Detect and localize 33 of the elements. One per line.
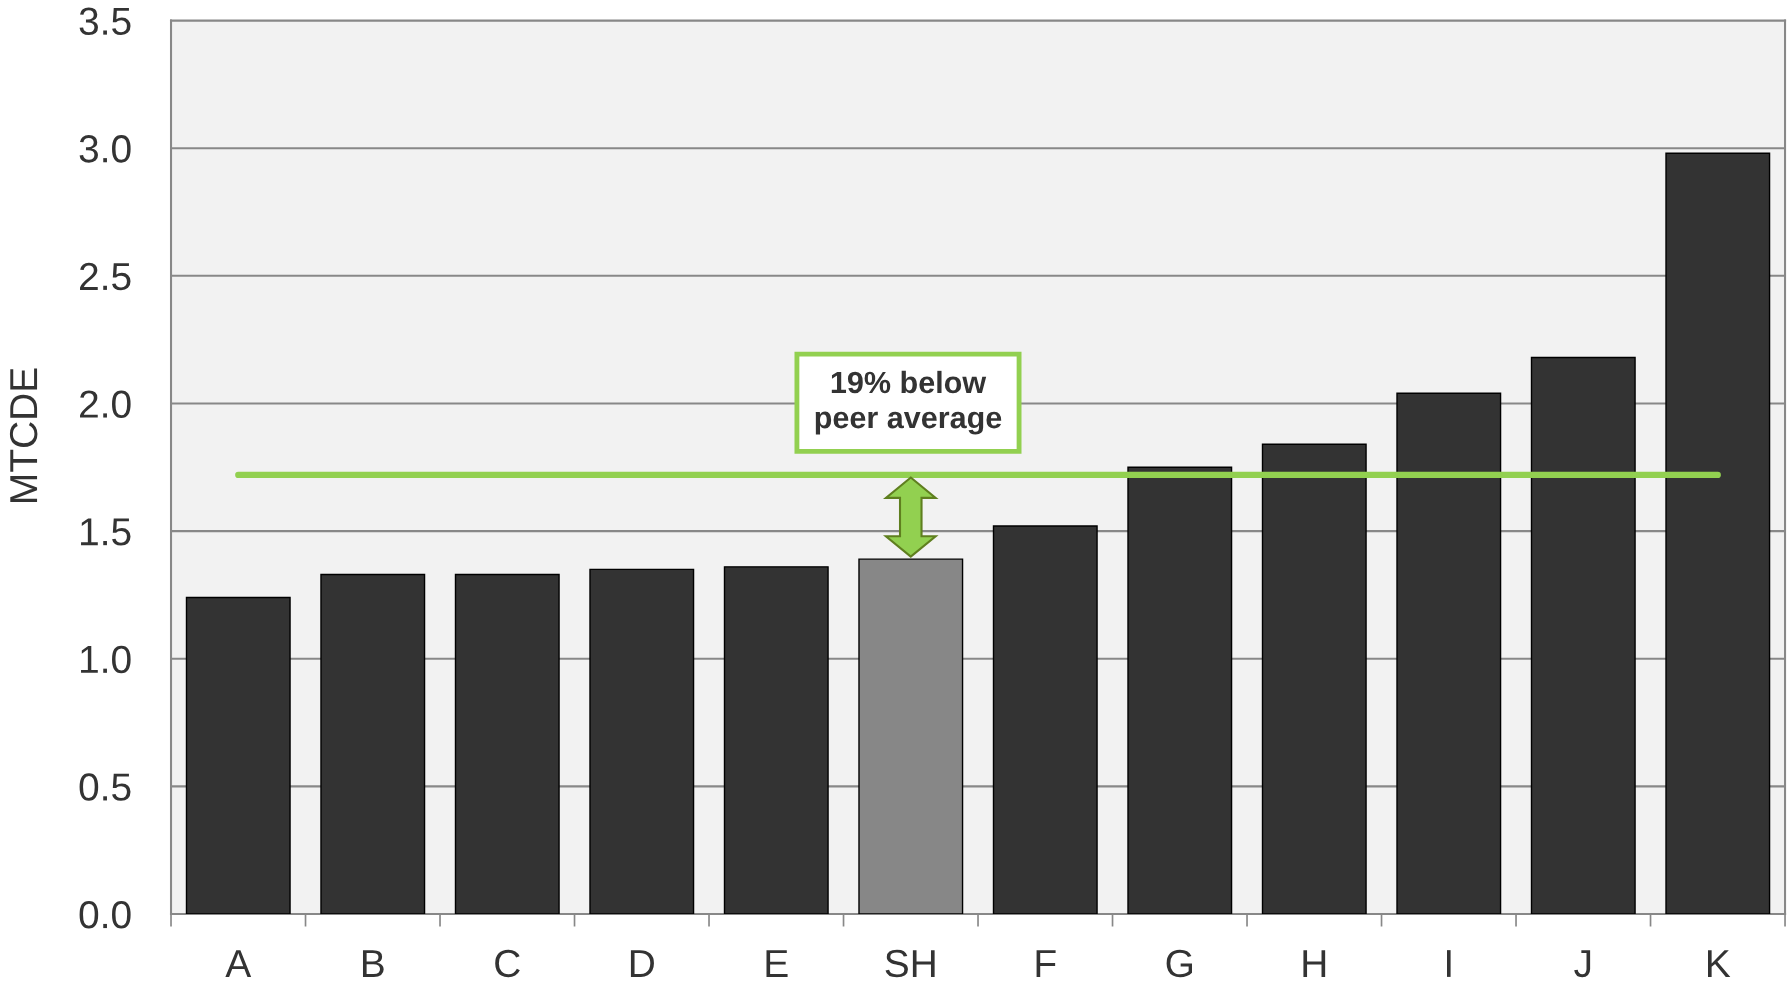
x-tick-label: D xyxy=(630,950,654,977)
x-tick-label: F xyxy=(1036,950,1056,977)
y-tick-label: 2.5 xyxy=(80,262,131,291)
x-tick-label: SH xyxy=(885,949,935,978)
x-tick-label: H xyxy=(1303,950,1326,977)
x-tick-label: A xyxy=(225,950,252,977)
x-tick-label: B xyxy=(362,950,384,977)
y-tick-label: 0.5 xyxy=(79,773,131,801)
bar xyxy=(1127,466,1233,914)
x-tick-label: C xyxy=(495,949,520,978)
bar xyxy=(723,566,829,914)
bar xyxy=(1396,392,1502,914)
x-tick-label: E xyxy=(766,950,788,977)
bar xyxy=(589,568,695,914)
annotation: 19% below peer average xyxy=(815,370,1002,435)
y-tick-label: 1.0 xyxy=(81,645,131,674)
bar xyxy=(992,525,1098,914)
y-tick-label: 2.0 xyxy=(80,390,131,418)
bar xyxy=(185,596,291,914)
x-tick-label: J xyxy=(1574,950,1591,978)
y-tick-label: 3.5 xyxy=(79,7,131,36)
bar xyxy=(1665,152,1771,914)
bar xyxy=(1261,443,1367,914)
y-axis-title: MTCDE xyxy=(9,368,38,502)
bar xyxy=(320,573,426,914)
y-tick-label: 3.0 xyxy=(79,135,131,163)
bar xyxy=(1530,356,1636,914)
y-tick-label: 1.5 xyxy=(81,518,131,546)
bar xyxy=(454,573,560,914)
y-tick-label: 0.0 xyxy=(79,900,131,929)
x-tick-label: G xyxy=(1166,949,1192,978)
x-tick-label: I xyxy=(1446,950,1451,977)
x-tick-label: K xyxy=(1708,950,1731,977)
